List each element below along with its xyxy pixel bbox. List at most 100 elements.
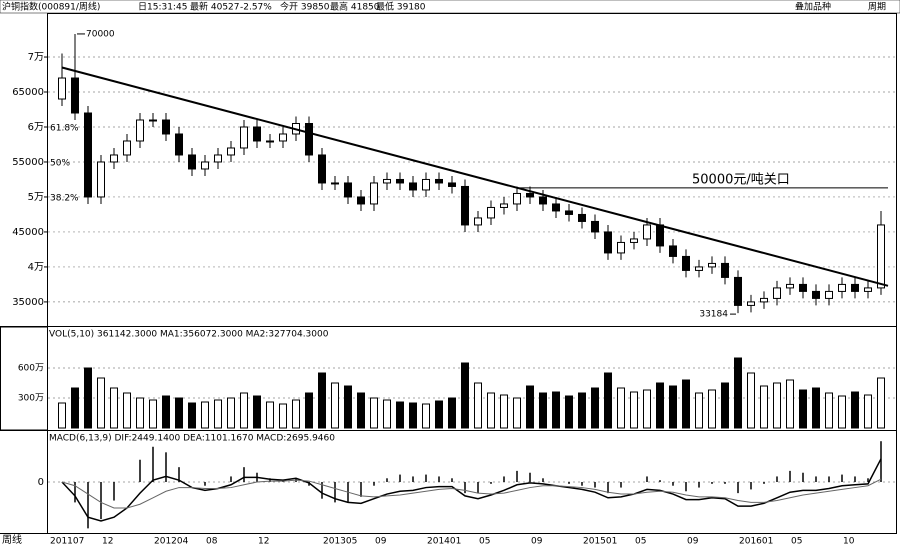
fib-label: 61.8% [50, 123, 79, 133]
candle-body [123, 140, 131, 156]
candle-body [214, 154, 222, 163]
y-tick-label: 4万 [28, 262, 44, 273]
candle-body [487, 206, 495, 219]
candle-body [175, 133, 183, 156]
volume-bar [227, 397, 235, 429]
x-tick-label: 12 [258, 537, 269, 547]
header-item: 叠加品种 [795, 1, 831, 13]
volume-bar [448, 397, 456, 429]
x-tick-label: 12 [102, 537, 113, 547]
header-item: 最新 40527 [190, 1, 240, 13]
candle-body [266, 140, 274, 143]
y-tick-label: 35000 [12, 297, 44, 308]
volume-tick-label: 600万 [18, 364, 44, 374]
header-bar [0, 0, 900, 14]
candle-body [136, 119, 144, 142]
candle-body [565, 210, 573, 215]
candle-body [838, 283, 846, 292]
volume-bar [799, 389, 807, 429]
x-tick-label: 10 [843, 537, 855, 547]
volume-bar [409, 402, 417, 429]
volume-bar [175, 397, 183, 429]
candle-body [409, 182, 417, 191]
candle-body [344, 182, 352, 198]
low-mark: 33184 [699, 310, 728, 320]
candle-body [435, 178, 443, 184]
fib-label: 50% [50, 158, 70, 168]
candle-body [604, 231, 612, 254]
volume-bar [565, 395, 573, 429]
candle-body [201, 161, 209, 170]
candle-body [162, 119, 170, 135]
candle-body [318, 154, 326, 184]
volume-bar [669, 385, 677, 429]
volume-bar [786, 379, 794, 429]
candle-body [448, 182, 456, 187]
volume-bar [58, 402, 66, 429]
resistance-label: 50000元/吨关口 [692, 172, 790, 187]
y-tick-label: 65000 [12, 87, 44, 98]
header-item: -2.57% [240, 3, 272, 13]
candle-body [474, 217, 482, 226]
header-item: 今开 39850 [280, 1, 330, 13]
candle-body [734, 276, 742, 306]
x-tick-label: 09 [687, 537, 699, 547]
volume-bar [877, 377, 885, 429]
candle-body [656, 224, 664, 247]
y-tick-label: 5万 [28, 192, 44, 203]
candle-body [305, 122, 313, 156]
volume-bar [84, 367, 92, 429]
volume-label: VOL(5,10) 361142.3000 MA1:356072.3000 MA… [49, 330, 329, 340]
x-tick-label: 09 [375, 537, 387, 547]
candle-body [188, 154, 196, 170]
volume-bar [474, 382, 482, 429]
y-tick-label: 6万 [28, 122, 44, 133]
candle-body [591, 220, 599, 233]
volume-bar [110, 387, 118, 429]
volume-bar [708, 389, 716, 429]
volume-bar [305, 392, 313, 429]
candle-body [383, 178, 391, 184]
volume-bar [188, 402, 196, 429]
candle-body [357, 196, 365, 205]
volume-bar [162, 395, 170, 429]
volume-bar [643, 389, 651, 429]
period-label: 周线 [2, 533, 22, 546]
volume-bar [71, 387, 79, 429]
header-item: 日15:31:45 [138, 2, 187, 13]
x-tick-label: 05 [635, 537, 646, 547]
volume-bar [513, 397, 521, 429]
volume-bar [864, 394, 872, 429]
candle-body [643, 224, 651, 240]
macd-tick-label: 0 [38, 477, 44, 488]
candle-body [539, 196, 547, 205]
x-tick-label: 201501 [583, 537, 617, 547]
candle-body [240, 126, 248, 149]
candle-body [396, 178, 404, 184]
volume-bar [812, 387, 820, 429]
x-tick-label: 201107 [50, 537, 84, 547]
candle-body [110, 154, 118, 163]
volume-bar [682, 379, 690, 429]
candle-body [721, 262, 729, 278]
candle-body [864, 287, 872, 292]
candle-body [851, 283, 859, 292]
volume-bar [747, 372, 755, 429]
trendline [61, 66, 889, 287]
volume-bar [292, 399, 300, 429]
x-tick-label: 201401 [427, 537, 461, 547]
volume-bar [851, 391, 859, 429]
frame [47, 13, 897, 534]
x-tick-label: 09 [531, 537, 543, 547]
x-tick-label: 05 [479, 537, 490, 547]
candle-body [812, 290, 820, 299]
macd-label: MACD(6,13,9) DIF:2449.1400 DEA:1101.1670… [49, 434, 335, 444]
candle-body [253, 126, 261, 142]
candle-body [760, 297, 768, 303]
volume-bar [422, 403, 430, 429]
volume-bar [487, 392, 495, 429]
volume-bar [240, 392, 248, 429]
volume-bar [253, 395, 261, 429]
candle-body [71, 77, 79, 114]
